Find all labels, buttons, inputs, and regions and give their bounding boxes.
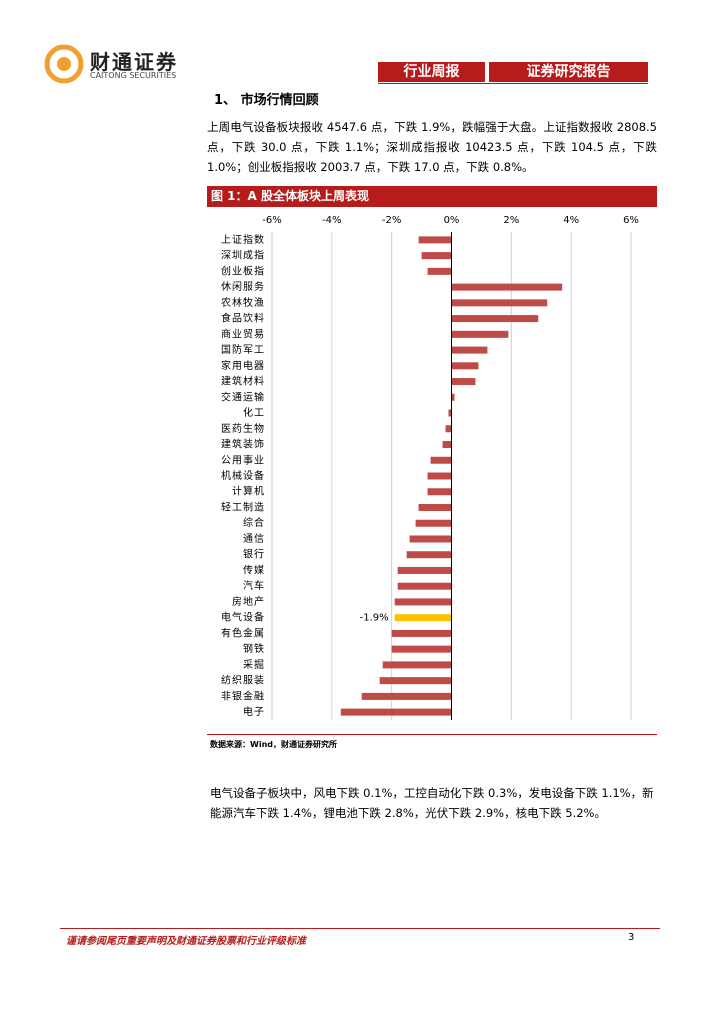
y-tick-label: 电气设备 <box>221 611 265 624</box>
y-tick-label: 医药生物 <box>221 422 265 435</box>
data-label: -1.9% <box>360 613 389 624</box>
bar <box>415 519 452 527</box>
bar <box>421 252 452 260</box>
x-tick-label: 2% <box>503 215 519 226</box>
company-name: 财通证券 <box>90 50 178 74</box>
bar <box>391 629 452 637</box>
bar <box>430 456 452 464</box>
bar <box>394 598 452 606</box>
bar <box>418 236 452 244</box>
y-tick-label: 家用电器 <box>221 359 265 372</box>
y-tick-label: 轻工制造 <box>221 500 265 513</box>
y-tick-label: 银行 <box>243 548 265 561</box>
y-tick-label: 公用事业 <box>221 453 265 466</box>
paragraph: 电气设备子板块中，风电下跌 0.1%，工控自动化下跌 0.3%，发电设备下跌 1… <box>210 786 654 820</box>
bar <box>448 409 452 417</box>
company-name-en: CAITONG SECURITIES <box>90 71 177 80</box>
header-tag: 证券研究报告 <box>489 62 648 82</box>
page-number: 3 <box>628 932 635 943</box>
x-tick-label: 4% <box>563 215 579 226</box>
y-tick-label: 建筑材料 <box>221 375 265 388</box>
bar <box>427 472 452 480</box>
bar <box>451 299 548 307</box>
x-tick-label: -4% <box>322 215 341 226</box>
bar <box>451 330 509 338</box>
header-tag: 行业周报 <box>378 62 485 82</box>
bar <box>427 267 452 275</box>
y-tick-label: 房地产 <box>232 595 265 608</box>
bar <box>397 582 452 590</box>
figure-rule <box>207 734 657 735</box>
bar <box>406 551 452 559</box>
y-tick-label: 钢铁 <box>243 642 265 655</box>
bar <box>451 283 563 291</box>
bar <box>451 362 479 370</box>
y-tick-label: 通信 <box>243 533 265 545</box>
y-tick-label: 机械设备 <box>221 469 265 482</box>
bar <box>361 692 452 700</box>
y-tick-label: 有色金属 <box>221 626 265 639</box>
bar <box>382 661 452 669</box>
y-tick-label: 传媒 <box>243 564 265 576</box>
bar <box>397 566 452 574</box>
bar <box>427 488 452 496</box>
y-tick-label: 汽车 <box>243 579 265 592</box>
bar <box>451 346 488 354</box>
section-title: 1、 市场行情回顾 <box>214 93 319 108</box>
x-tick-label: -6% <box>262 215 281 226</box>
x-tick-label: 6% <box>623 215 639 226</box>
y-tick-label: 非银金融 <box>221 689 265 702</box>
x-tick-label: 0% <box>444 215 460 226</box>
y-tick-label: 上证指数 <box>221 233 265 246</box>
bar <box>451 378 476 386</box>
y-tick-label: 建筑装饰 <box>221 438 265 451</box>
y-tick-label: 农林牧渔 <box>221 296 265 309</box>
bar <box>418 503 452 511</box>
header-rule <box>378 83 648 84</box>
y-tick-label: 综合 <box>243 516 265 529</box>
y-tick-label: 纺织服装 <box>221 674 265 687</box>
y-tick-label: 休闲服务 <box>221 280 265 293</box>
y-tick-label: 商业贸易 <box>221 327 265 340</box>
y-tick-label: 国防军工 <box>221 343 265 356</box>
y-tick-label: 计算机 <box>232 485 265 498</box>
y-tick-label: 交通运输 <box>221 390 265 403</box>
bar <box>391 645 452 653</box>
footer-rule <box>60 928 660 929</box>
logo-icon <box>44 44 84 84</box>
y-tick-label: 电子 <box>243 705 265 718</box>
bar <box>442 441 452 449</box>
footer-disclaimer: 谨请参阅尾页重要声明及财通证券股票和行业评级标准 <box>66 936 306 947</box>
chart: -6% -4% -2% 0% 2% 4% 6% 上证指数深圳成指创业板指休闲服务农林牧渔食品饮… <box>221 215 639 720</box>
bar <box>379 677 452 685</box>
x-tick-label: -2% <box>382 215 401 226</box>
y-tick-label: 深圳成指 <box>221 249 265 262</box>
y-tick-label: 创业板指 <box>221 264 265 277</box>
bar <box>445 425 452 433</box>
paragraph: 上周电气设备板块报收 4547.6 点，下跌 1.9%，跌幅强于大盘。上证指数报… <box>207 120 657 174</box>
bar <box>451 315 539 323</box>
bar <box>394 614 452 622</box>
y-tick-label: 食品饮料 <box>221 312 265 325</box>
figure-title: 图 1：A 股全体板块上周表现 <box>207 186 657 207</box>
y-tick-label: 化工 <box>243 406 265 419</box>
source-note: 数据来源：Wind，财通证券研究所 <box>210 740 337 749</box>
bar <box>409 535 452 543</box>
y-tick-label: 采掘 <box>243 658 265 671</box>
bar <box>451 393 455 401</box>
bar <box>340 708 452 716</box>
